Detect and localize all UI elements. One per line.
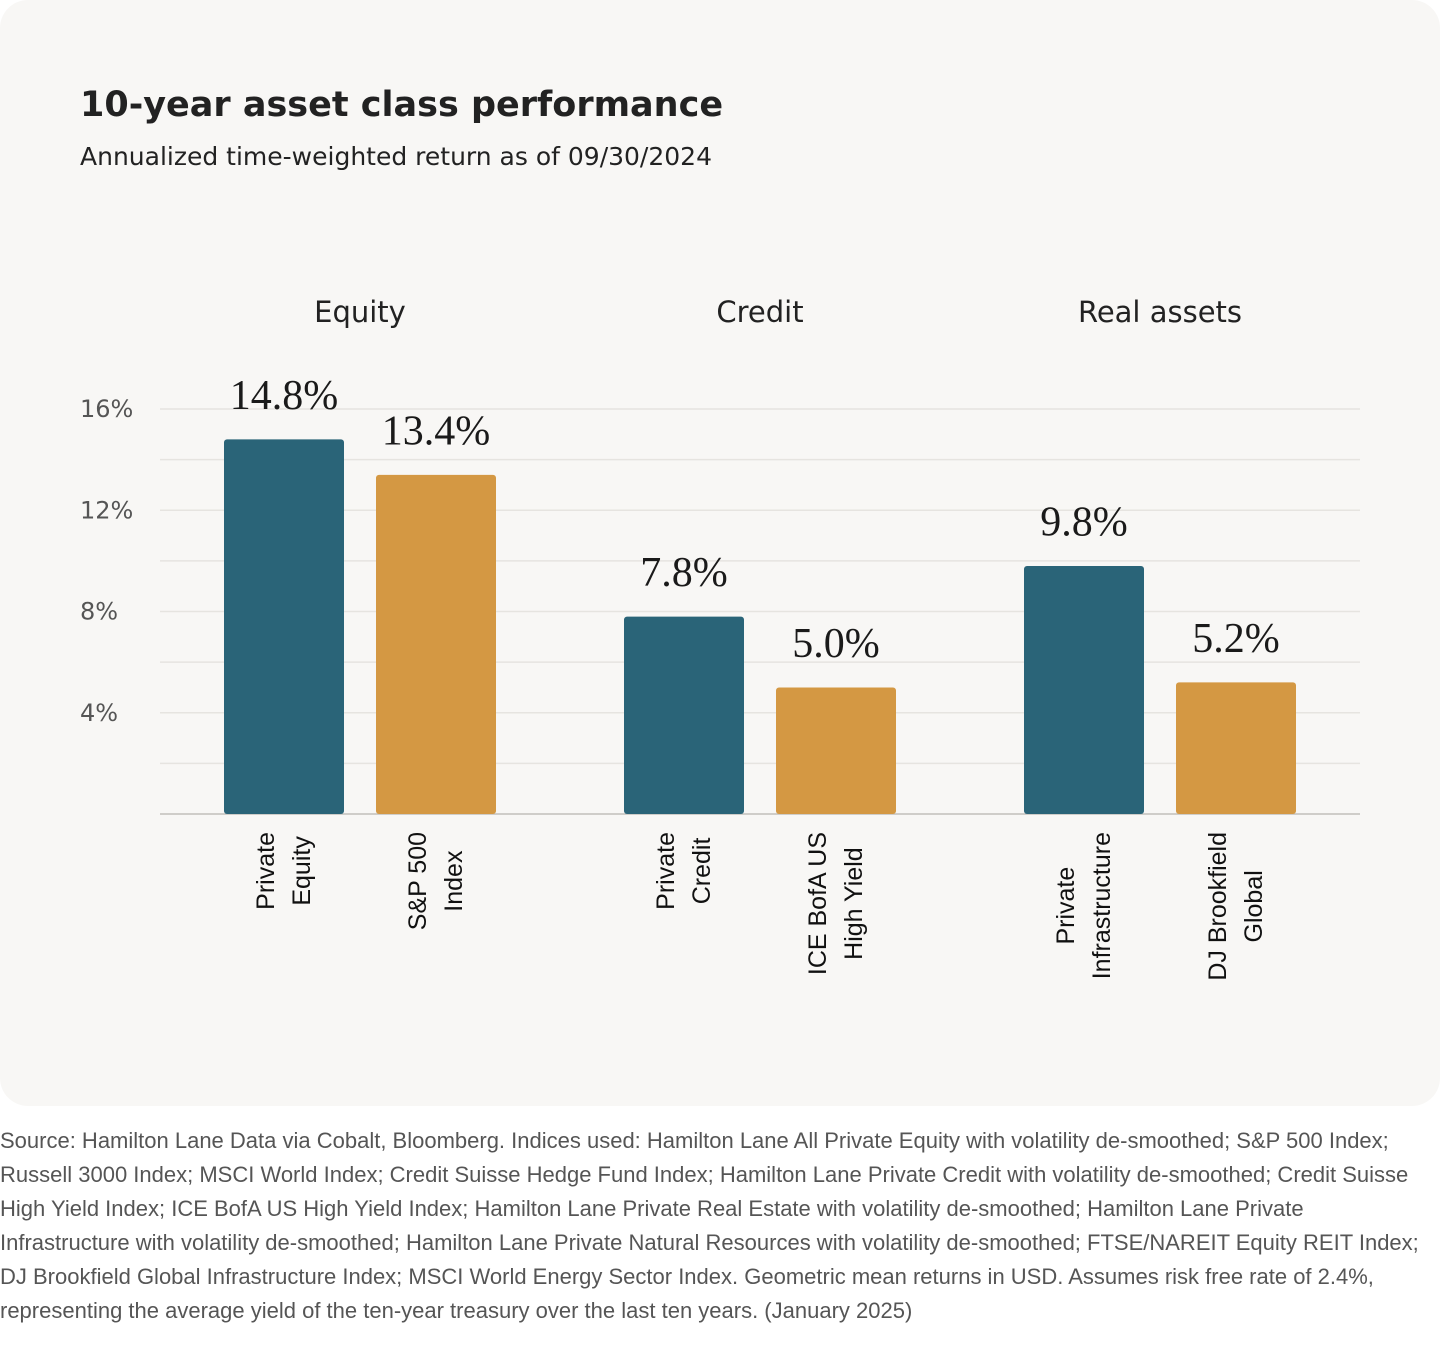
card: 10-year asset class performance Annualiz… [80, 85, 1360, 981]
value-label: 5.0% [792, 621, 880, 667]
x-tick-label: S&P 500 Index [404, 832, 468, 931]
chart-title: 10-year asset class performance [80, 85, 723, 125]
chart: 10-year asset class performance Annualiz… [80, 85, 1360, 815]
footnote: Source: Hamilton Lane Data via Cobalt, B… [0, 1128, 1419, 1323]
group-label: Credit [716, 295, 803, 329]
value-label: 9.8% [1040, 500, 1128, 546]
x-tick-label: Private Infrastructure [1052, 832, 1116, 980]
bar [1024, 565, 1144, 814]
value-label: 7.8% [640, 550, 728, 596]
x-tick-label: ICE BofA US High Yield [804, 832, 868, 976]
x-tick-label: Private Credit [652, 832, 716, 910]
bar [776, 687, 896, 814]
group-label: Real assets [1078, 295, 1242, 329]
y-tick-label: 12% [80, 496, 133, 524]
bar [224, 439, 344, 814]
bar [376, 474, 496, 814]
value-label: 5.2% [1192, 616, 1280, 662]
bar [624, 616, 744, 814]
y-tick-label: 8% [80, 598, 118, 626]
y-tick-label: 4% [80, 699, 118, 727]
y-tick-label: 16% [80, 395, 133, 423]
x-tick-label: DJ Brookfield Global [1204, 832, 1268, 981]
x-tick-label: Private Equity [252, 832, 316, 910]
bar [1176, 682, 1296, 814]
value-label: 13.4% [382, 408, 491, 454]
value-label: 14.8% [230, 373, 339, 419]
chart-subtitle: Annualized time-weighted return as of 09… [80, 142, 712, 171]
group-label: Equity [314, 295, 406, 329]
